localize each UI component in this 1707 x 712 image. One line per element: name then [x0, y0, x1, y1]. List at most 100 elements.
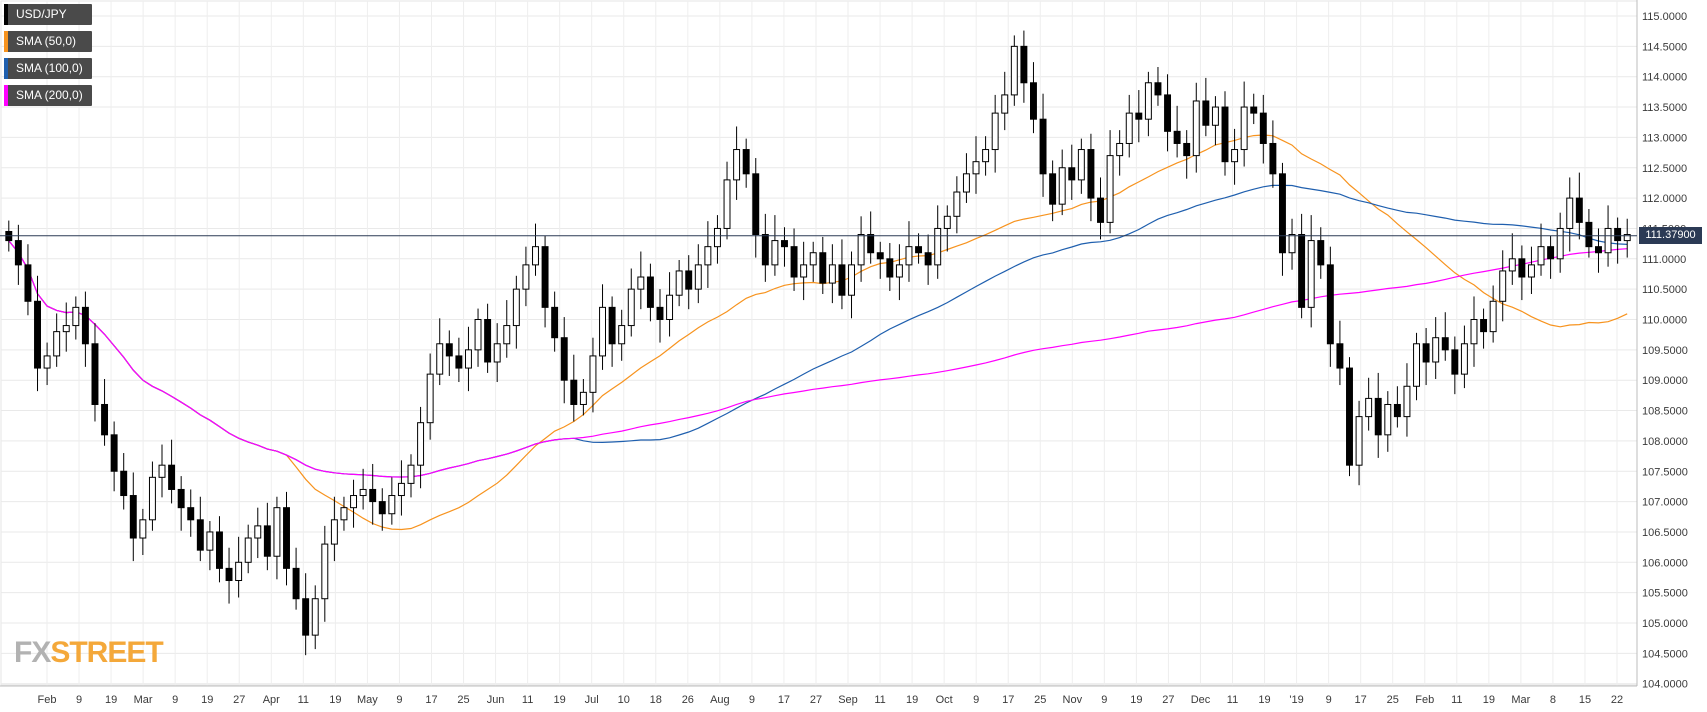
y-tick-label: 113.5000 — [1642, 102, 1687, 114]
candle — [1144, 71, 1152, 137]
candle-body — [235, 561, 243, 582]
y-tick-label: 112.0000 — [1642, 193, 1687, 205]
candle-body — [1537, 246, 1545, 266]
candle — [273, 496, 281, 580]
current-price-tag: 111.37900 — [1639, 227, 1702, 244]
candle — [867, 211, 875, 264]
candle — [1451, 336, 1459, 395]
candle-body — [1480, 319, 1488, 333]
candle-body — [589, 355, 597, 393]
candle-body — [637, 276, 645, 290]
candle — [1106, 130, 1114, 234]
candle — [1125, 94, 1133, 158]
candle-body — [225, 567, 233, 582]
candle — [781, 227, 788, 267]
candle-body — [1250, 106, 1258, 114]
candle-body — [1317, 240, 1325, 266]
candle — [637, 251, 645, 310]
candle — [1001, 71, 1009, 131]
x-tick-label: 26 — [682, 694, 694, 706]
candle-body — [1192, 100, 1200, 157]
candle-body — [953, 191, 961, 217]
candle — [522, 246, 530, 307]
candle-body — [1030, 82, 1037, 120]
candle-body — [599, 306, 606, 357]
candle-body — [1183, 142, 1191, 157]
candle — [828, 244, 836, 304]
candle-body — [1039, 118, 1047, 175]
candle — [838, 239, 846, 310]
candle-body — [1068, 167, 1076, 181]
candle-body — [330, 519, 338, 545]
candle — [742, 138, 750, 188]
legend-item-sma-200[interactable]: SMA (200,0) — [4, 85, 92, 106]
x-tick-label: 11 — [1227, 694, 1238, 706]
candle-body — [14, 240, 22, 266]
candle — [809, 241, 817, 282]
candle — [541, 235, 549, 328]
candle — [1547, 235, 1555, 279]
candle-body — [350, 495, 358, 509]
legend-swatch-sma-50 — [4, 31, 8, 52]
candle-body — [101, 403, 109, 436]
x-tick-label: Dec — [1191, 694, 1211, 706]
candle-body — [1604, 227, 1612, 254]
candle-body — [1020, 45, 1028, 84]
candle-body — [369, 488, 377, 503]
candle — [1413, 332, 1420, 401]
candle — [244, 524, 252, 574]
x-tick-label: Nov — [1063, 694, 1083, 706]
x-tick-label: 19 — [1258, 694, 1270, 706]
candle-body — [828, 264, 836, 284]
candle-body — [924, 252, 932, 266]
candle-body — [512, 288, 520, 327]
candle-body — [761, 234, 769, 266]
candle-body — [311, 598, 319, 636]
candle-body — [1221, 106, 1229, 163]
candle-body — [1097, 197, 1104, 223]
candle — [235, 536, 243, 598]
sma-lines — [8, 134, 1628, 531]
candle-body — [656, 306, 664, 320]
candle — [1508, 233, 1516, 285]
candle-body — [417, 422, 425, 466]
candle-body — [1058, 167, 1066, 205]
candle-body — [1470, 319, 1478, 345]
candle — [1164, 74, 1172, 152]
candle — [1441, 312, 1449, 361]
candle — [1326, 246, 1334, 367]
candle — [579, 378, 587, 416]
candle — [790, 228, 798, 291]
legend-item-usdjpy[interactable]: USD/JPY — [4, 4, 92, 25]
y-tick-label: 112.5000 — [1642, 163, 1687, 175]
legend-item-sma-50[interactable]: SMA (50,0) — [4, 31, 92, 52]
legend-item-sma-100[interactable]: SMA (100,0) — [4, 58, 92, 79]
candle — [1231, 128, 1239, 185]
candle — [120, 453, 128, 510]
candle — [1087, 133, 1095, 222]
candle-body — [24, 264, 32, 302]
x-tick-label: 9 — [76, 694, 82, 706]
candle-body — [666, 294, 674, 321]
candle — [81, 291, 89, 367]
candle-body — [1355, 416, 1363, 466]
candle — [848, 251, 855, 319]
candle — [1489, 285, 1497, 343]
sma-200-line — [8, 240, 1628, 478]
candle — [148, 461, 156, 531]
candle-body — [1278, 173, 1286, 254]
y-tick-label: 110.5000 — [1642, 284, 1687, 296]
candle-body — [570, 379, 578, 405]
candle-body — [254, 525, 262, 539]
x-tick-label: 19 — [105, 694, 117, 706]
candle-body — [206, 531, 214, 551]
candle-body — [1585, 221, 1593, 248]
candle — [177, 476, 185, 531]
candle-body — [148, 476, 156, 521]
candle-body — [168, 464, 176, 490]
y-tick-label: 114.0000 — [1642, 72, 1687, 84]
candle — [608, 296, 616, 367]
legend-label: USD/JPY — [16, 7, 67, 21]
candle — [1355, 400, 1363, 486]
